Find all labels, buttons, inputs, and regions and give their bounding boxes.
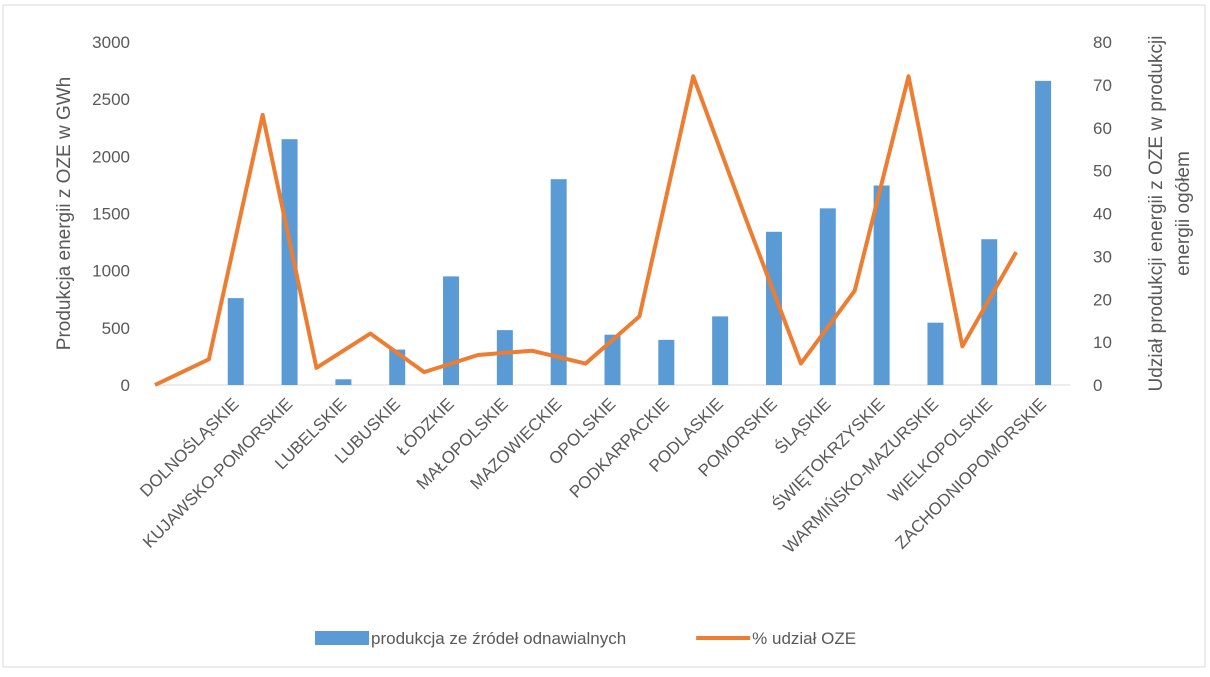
bar (927, 322, 944, 385)
legend-label: % udział OZE (752, 629, 856, 648)
chart-border (2, 4, 1206, 668)
y2-tick-label: 20 (1093, 290, 1112, 309)
bar (496, 330, 513, 385)
y-tick-label: 1500 (92, 205, 130, 224)
y2-tick-label: 80 (1093, 33, 1112, 52)
legend-swatch (315, 631, 369, 645)
bar (981, 239, 998, 385)
y2-tick-label: 50 (1093, 162, 1112, 181)
y2-axis-title: energii ogółem (1173, 151, 1194, 276)
y2-tick-label: 30 (1093, 247, 1112, 266)
y2-tick-label: 40 (1093, 205, 1112, 224)
y-tick-label: 2000 (92, 147, 130, 166)
bar (1035, 80, 1052, 385)
bar (550, 179, 567, 385)
bar (281, 139, 298, 385)
y2-tick-label: 0 (1093, 376, 1102, 395)
bar (765, 231, 782, 385)
bar (443, 276, 460, 385)
bar (819, 208, 836, 385)
y2-axis-title: Udział produkcji energii z OZE w produkc… (1146, 36, 1167, 392)
y2-tick-label: 60 (1093, 119, 1112, 138)
bar (604, 334, 621, 385)
y-tick-label: 1000 (92, 262, 130, 281)
y-tick-label: 2500 (92, 90, 130, 109)
y-tick-label: 500 (102, 319, 130, 338)
y2-tick-label: 10 (1093, 333, 1112, 352)
y-axis-title: Produkcja energii z OZE w GWh (54, 77, 75, 350)
line (154, 74, 1018, 387)
y-tick-label: 3000 (92, 33, 130, 52)
bar (335, 379, 352, 385)
legend-label: produkcja ze źródeł odnawialnych (371, 629, 626, 648)
bar (873, 185, 890, 385)
bar (389, 349, 406, 385)
y2-tick-label: 70 (1093, 76, 1112, 95)
y-tick-label: 0 (121, 376, 130, 395)
bar (658, 339, 675, 385)
bar (712, 316, 729, 385)
bar (227, 298, 244, 385)
